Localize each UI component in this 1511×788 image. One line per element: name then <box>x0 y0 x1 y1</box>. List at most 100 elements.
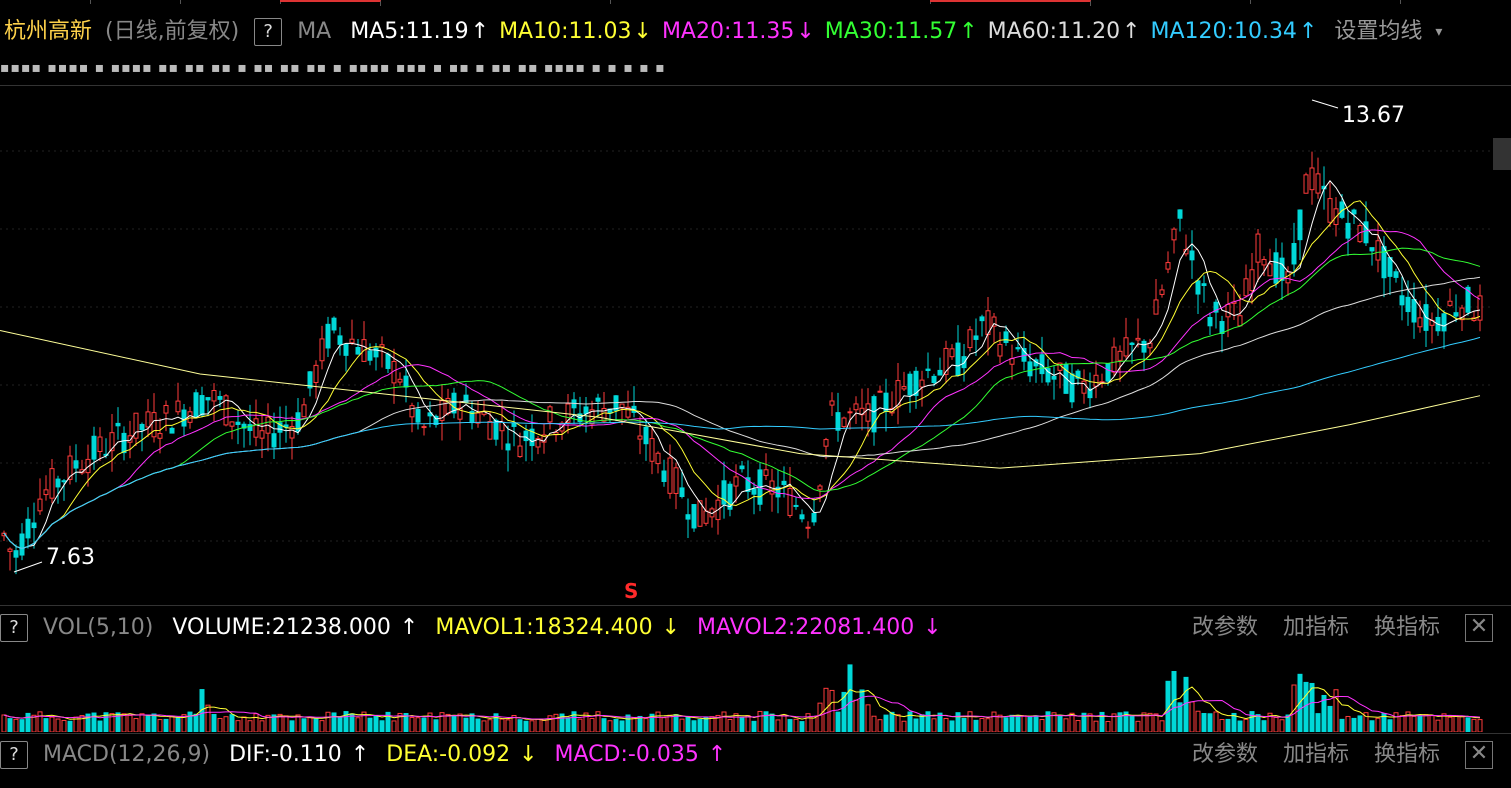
volume-bar <box>1345 715 1351 732</box>
add-indicator-button[interactable]: 加指标 <box>1282 742 1349 767</box>
candle <box>175 382 181 415</box>
ma5-line <box>3 180 1481 550</box>
volume-bar <box>421 717 427 732</box>
divider <box>0 733 1511 734</box>
candle <box>865 388 871 437</box>
tab-segment[interactable] <box>90 0 181 4</box>
volume-bar <box>541 719 547 732</box>
scrollbar-handle[interactable] <box>1493 138 1511 170</box>
tab-segment[interactable] <box>0 0 91 4</box>
tab-segment[interactable] <box>380 0 611 4</box>
mavol2-line <box>3 695 1481 720</box>
candle <box>1345 210 1351 256</box>
volume-bar <box>847 664 853 732</box>
dea-value: DEA:-0.092 <box>386 742 511 767</box>
volume-bar <box>385 711 391 732</box>
candle <box>1303 172 1309 194</box>
volume-bar <box>901 720 907 732</box>
candle <box>1141 339 1147 372</box>
volume-bar <box>775 719 781 732</box>
volume-bar <box>409 717 415 732</box>
volume-bar <box>445 713 451 732</box>
help-button[interactable]: ? <box>0 741 28 769</box>
volume-bar <box>157 719 163 732</box>
candle <box>19 523 25 561</box>
switch-indicator-button[interactable]: 换指标 <box>1373 742 1440 767</box>
volume-bar <box>811 716 817 732</box>
candle <box>1477 284 1483 332</box>
arrow-down-icon: ↓ <box>661 615 681 640</box>
candle <box>667 444 673 499</box>
candlestick-chart[interactable]: 13.67 7.63 S <box>0 86 1490 604</box>
tab-segment[interactable] <box>180 0 281 4</box>
switch-indicator-button[interactable]: 换指标 <box>1373 615 1440 640</box>
ma-value-4: MA60:11.20 <box>987 19 1121 44</box>
ma250-line <box>0 330 1481 469</box>
candle <box>589 400 595 429</box>
volume-bar <box>1099 711 1105 732</box>
volume-bar <box>859 689 865 732</box>
volume-indicator-name[interactable]: VOL(5,10) <box>43 615 154 640</box>
close-icon[interactable]: ✕ <box>1465 614 1493 642</box>
volume-bar <box>883 714 889 732</box>
volume-bar <box>43 718 49 732</box>
candle <box>925 352 931 379</box>
settings-ma-button[interactable]: 设置均线 <box>1334 19 1423 44</box>
volume-bar <box>1447 716 1453 732</box>
chevron-down-icon[interactable]: ▾ <box>1435 24 1443 40</box>
change-params-button[interactable]: 改参数 <box>1191 742 1258 767</box>
volume-bar <box>1453 715 1459 732</box>
candle <box>1255 228 1261 282</box>
candle <box>841 416 847 430</box>
candle <box>661 459 667 487</box>
volume-chart[interactable] <box>0 646 1490 732</box>
stock-name[interactable]: 杭州高新 <box>4 19 93 44</box>
candle <box>991 313 997 343</box>
change-params-button[interactable]: 改参数 <box>1191 615 1258 640</box>
candle <box>337 327 343 356</box>
volume-bar <box>1153 713 1159 732</box>
indicator-name[interactable]: MA <box>297 19 332 44</box>
volume-bar <box>463 717 469 732</box>
candle <box>127 420 133 459</box>
event-markers-row[interactable]: ▪▪▪▪ ▪▪▪▪ ▪ ▪▪▪▪ ▪▪ ▪▪ ▪▪ ▪ ▪▪ ▪▪ ▪▪ ▪ ▪… <box>0 60 666 76</box>
help-button[interactable]: ? <box>0 614 28 642</box>
volume-bar <box>1285 714 1291 732</box>
ma-value-1: MA10:11.03 <box>499 19 632 44</box>
tab-segment-active[interactable] <box>280 0 381 6</box>
candle <box>409 402 415 433</box>
volume-bar <box>1291 684 1297 732</box>
add-indicator-button[interactable]: 加指标 <box>1282 615 1349 640</box>
candle <box>1369 247 1375 266</box>
tab-segment[interactable] <box>900 0 931 4</box>
volume-bar <box>1429 715 1435 732</box>
volume-bar <box>1135 720 1141 732</box>
volume-bar <box>1297 673 1303 732</box>
candle <box>1243 264 1249 298</box>
tab-segment[interactable] <box>1250 0 1401 4</box>
volume-bar <box>511 715 517 732</box>
volume-bar <box>667 714 673 732</box>
candle <box>1393 268 1399 283</box>
candle <box>325 316 331 358</box>
volume-bar <box>1351 717 1357 732</box>
volume-bar <box>1477 719 1483 732</box>
macd-indicator-name[interactable]: MACD(12,26,9) <box>43 742 211 767</box>
volume-bar <box>37 711 43 732</box>
candle <box>601 392 607 423</box>
volume-panel-header: ? VOL(5,10) VOLUME:21238.000 ↑ MAVOL1:18… <box>0 610 1511 646</box>
tab-segment[interactable] <box>1090 0 1251 4</box>
volume-bar <box>1213 711 1219 732</box>
volume-bar <box>169 715 175 732</box>
candle <box>847 407 853 430</box>
volume-bar <box>1411 715 1417 732</box>
candle <box>733 464 739 503</box>
volume-bar <box>1423 714 1429 732</box>
close-icon[interactable]: ✕ <box>1465 741 1493 769</box>
volume-bar <box>655 711 661 732</box>
volume-bar <box>379 720 385 732</box>
help-button[interactable]: ? <box>254 18 283 46</box>
volume-bar <box>955 712 961 732</box>
ma-values: MA5:11.19↑ MA10:11.03↓ MA20:11.35↓ MA30:11.… <box>350 14 1327 50</box>
tab-segment-active[interactable] <box>930 0 1091 6</box>
